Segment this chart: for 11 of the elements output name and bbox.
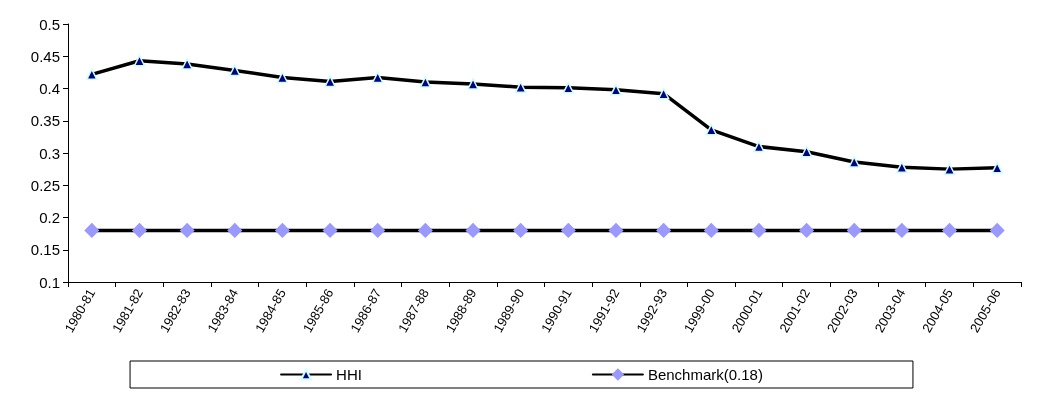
y-tick-label: 0.15: [30, 241, 60, 259]
y-tick-label: 0.5: [39, 15, 60, 33]
y-tick-label: 0.2: [39, 209, 60, 226]
legend-label: HHI: [336, 366, 362, 383]
legend-label: Benchmark(0.18): [647, 366, 763, 383]
y-tick-label: 0.3: [39, 144, 60, 162]
y-tick-label: 0.35: [30, 112, 60, 130]
y-tick-label: 0.4: [39, 80, 60, 97]
y-tick-label: 0.1: [39, 273, 60, 291]
y-tick-label: 0.45: [30, 47, 60, 65]
y-tick-label: 0.25: [30, 176, 60, 194]
